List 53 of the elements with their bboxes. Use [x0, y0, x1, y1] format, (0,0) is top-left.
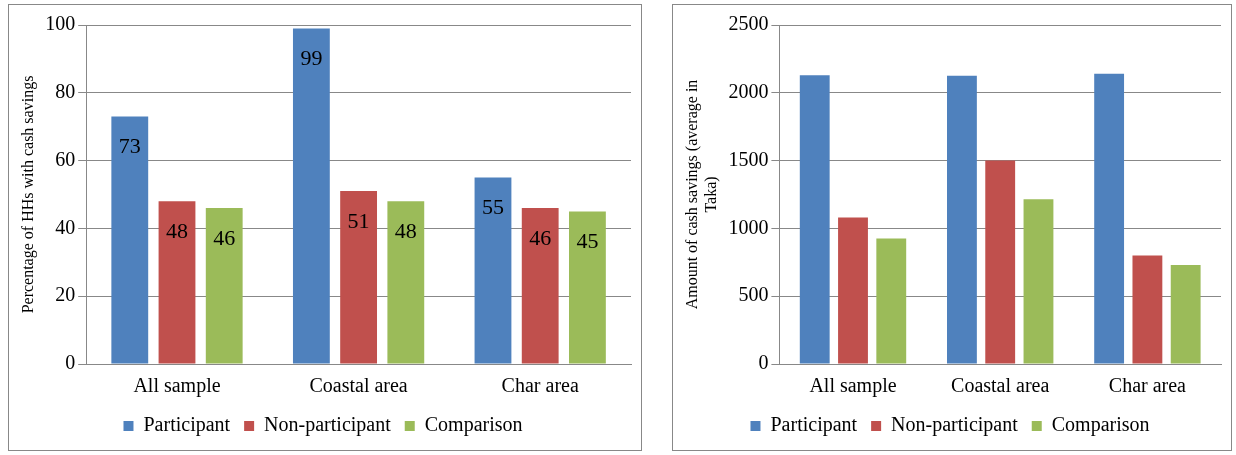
data-label: 45	[576, 228, 599, 254]
data-label: 73	[118, 133, 141, 159]
data-label: 48	[394, 218, 417, 244]
y-tick-label: 500	[738, 283, 769, 306]
data-label: 46	[213, 224, 236, 250]
data-label: 55	[481, 194, 504, 220]
bar	[205, 208, 243, 364]
y-tick-label: 40	[55, 215, 76, 238]
data-label: 51	[347, 207, 370, 233]
legend-label: Participant	[143, 413, 231, 437]
x-tick-label: Char area	[1108, 374, 1187, 397]
legend-label: Comparison	[1051, 413, 1150, 437]
legend-label: Comparison	[424, 413, 523, 437]
data-label: 48	[166, 218, 188, 244]
bar	[876, 238, 907, 364]
bar	[292, 28, 330, 364]
bar	[1023, 199, 1054, 364]
y-tick-label: 1000	[728, 215, 769, 238]
x-tick-label: Coastal area	[309, 374, 408, 397]
bar	[387, 201, 425, 364]
y-tick-label: 0	[65, 351, 76, 374]
bar	[158, 201, 196, 364]
data-label: 99	[300, 45, 323, 71]
y-axis-title: Amount of cash savings (average in Taka)	[682, 79, 720, 310]
legend-label: Participant	[770, 413, 858, 437]
bar	[569, 211, 606, 364]
y-tick-label: 80	[55, 80, 76, 103]
x-tick-label: Coastal area	[951, 374, 1050, 397]
bar	[1132, 255, 1163, 364]
x-tick-label: All sample	[809, 374, 897, 398]
y-tick-label: 100	[45, 12, 76, 35]
legend-label: Non-participant	[264, 413, 392, 437]
bar	[947, 75, 977, 364]
y-tick-label: 2500	[728, 12, 769, 35]
data-label: 46	[529, 224, 552, 250]
y-tick-label: 0	[758, 351, 769, 374]
bar	[838, 217, 868, 364]
y-tick-label: 60	[55, 147, 76, 170]
x-tick-label: All sample	[133, 374, 221, 398]
x-tick-label: Char area	[501, 374, 579, 397]
y-tick-label: 20	[55, 283, 76, 306]
legend-label: Non-participant	[891, 413, 1019, 437]
y-tick-label: 1500	[728, 147, 769, 170]
bar	[1094, 73, 1125, 364]
bar	[111, 116, 149, 364]
y-axis-title: Percentage of HHs with cash savings	[18, 75, 37, 314]
bar	[985, 160, 1016, 364]
bar	[340, 191, 378, 364]
bar	[1170, 265, 1201, 364]
y-tick-label: 2000	[728, 80, 769, 103]
bar	[474, 177, 512, 364]
bar	[799, 75, 830, 364]
bar	[521, 208, 559, 364]
